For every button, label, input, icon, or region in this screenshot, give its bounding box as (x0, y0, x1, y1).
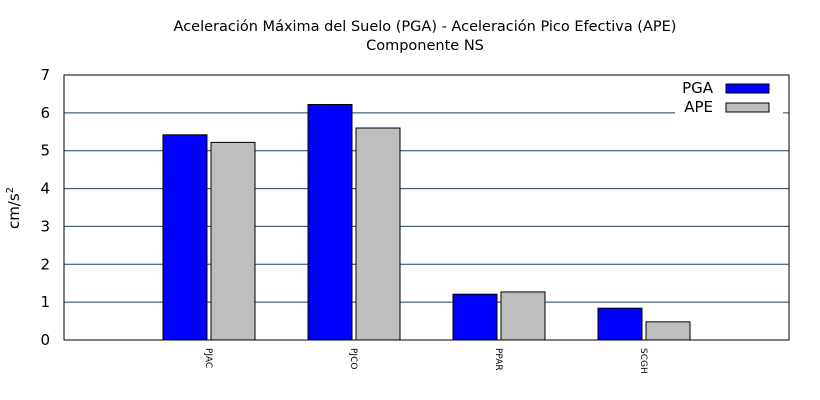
y-axis-label: cm/s2 (5, 187, 23, 229)
y-tick-label: 2 (40, 255, 50, 273)
bar-ape-pjco (355, 127, 401, 341)
x-tick-label: PJAC (203, 348, 213, 368)
legend: PGA APE (675, 78, 783, 116)
x-tick-label: SCGH (638, 348, 648, 374)
bars (162, 104, 691, 341)
y-tick-label: 5 (40, 142, 50, 160)
y-tick-label: 6 (40, 104, 50, 122)
y-tick-label: 3 (40, 217, 50, 235)
y-tick-label: 7 (40, 66, 50, 84)
y-axis-label-exponent: 2 (5, 187, 16, 193)
bar-pga-pjco (307, 104, 353, 341)
legend-label-pga: PGA (682, 79, 714, 97)
x-tick-label: PJCO (348, 348, 358, 369)
chart-subtitle: Componente NS (366, 38, 484, 54)
x-tick-label: PPAR (493, 348, 503, 371)
y-tick-label: 1 (40, 293, 50, 311)
bar-pga-scgh (597, 307, 643, 341)
y-tick-label: 0 (40, 331, 50, 349)
bar-ape-pjac (210, 141, 256, 341)
bar-ape-ppar (500, 291, 546, 341)
plot-frame (63, 74, 790, 341)
bar-ape-scgh (645, 321, 691, 341)
legend-swatch-pga (725, 83, 770, 94)
bar-pga-pjac (162, 134, 208, 341)
legend-label-ape: APE (684, 98, 713, 116)
y-tick-label: 4 (40, 180, 50, 198)
chart-title: Aceleración Máxima del Suelo (PGA) - Ace… (174, 19, 677, 35)
y-axis-label-unit: cm/s (5, 193, 23, 229)
bar-pga-ppar (452, 293, 498, 341)
legend-swatch-ape (725, 102, 770, 113)
axes: 0 1 2 3 4 5 6 7 PJAC PJCO PPAR SCGH (40, 66, 790, 374)
